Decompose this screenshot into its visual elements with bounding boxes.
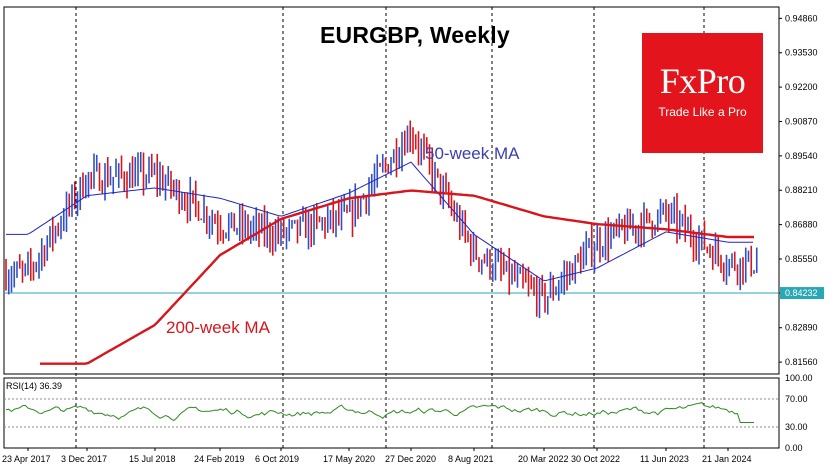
x-tick-label: 8 Aug 2021	[448, 454, 494, 464]
rsi-label: RSI(14) 36.39	[6, 381, 63, 391]
x-tick-label: 23 Apr 2017	[2, 454, 51, 464]
rsi-tick-label: 0.00	[785, 443, 803, 453]
x-tick-label: 30 Oct 2022	[571, 454, 620, 464]
x-tick-label: 3 Dec 2017	[61, 454, 107, 464]
y-tick-label: 0.92200	[785, 82, 818, 92]
x-tick-label: 21 Jan 2024	[702, 454, 752, 464]
x-tick-label: 27 Dec 2020	[385, 454, 436, 464]
y-tick-label: 0.81560	[785, 357, 818, 367]
y-tick-label: 0.85550	[785, 254, 818, 264]
ma200-label: 200-week MA	[166, 318, 270, 337]
logo-brand: FxPro	[659, 61, 746, 101]
y-tick-label: 0.89540	[785, 151, 818, 161]
x-tick-label: 17 May 2020	[323, 454, 375, 464]
fxpro-logo: FxPro Trade Like a Pro	[642, 33, 763, 153]
chart-title: EURGBP, Weekly	[320, 22, 510, 48]
y-tick-label: 0.86880	[785, 220, 818, 230]
rsi-tick-label: 100.00	[785, 373, 813, 383]
x-tick-label: 6 Oct 2019	[255, 454, 299, 464]
ma50-label: 50-week MA	[425, 144, 520, 163]
current-price-label: 0.84232	[785, 288, 818, 298]
y-tick-label: 0.90870	[785, 116, 818, 126]
y-tick-label: 0.94860	[785, 13, 818, 23]
rsi-panel-frame	[3, 377, 780, 449]
ma200-line	[40, 189, 754, 365]
x-tick-label: 20 Mar 2022	[518, 454, 569, 464]
y-tick-label: 0.82890	[785, 323, 818, 333]
rsi-tick-label: 70.00	[785, 394, 808, 404]
x-tick-label: 24 Feb 2019	[194, 454, 245, 464]
rsi-tick-label: 30.00	[785, 422, 808, 432]
x-tick-label: 15 Jul 2018	[129, 454, 176, 464]
y-tick-label: 0.88210	[785, 185, 818, 195]
x-tick-label: 11 Jun 2023	[640, 454, 689, 464]
logo-tagline: Trade Like a Pro	[658, 105, 747, 119]
rsi-line	[5, 401, 754, 423]
y-tick-label: 0.93530	[785, 48, 818, 58]
current-price-tag	[780, 287, 824, 300]
ma50-line	[6, 161, 753, 282]
